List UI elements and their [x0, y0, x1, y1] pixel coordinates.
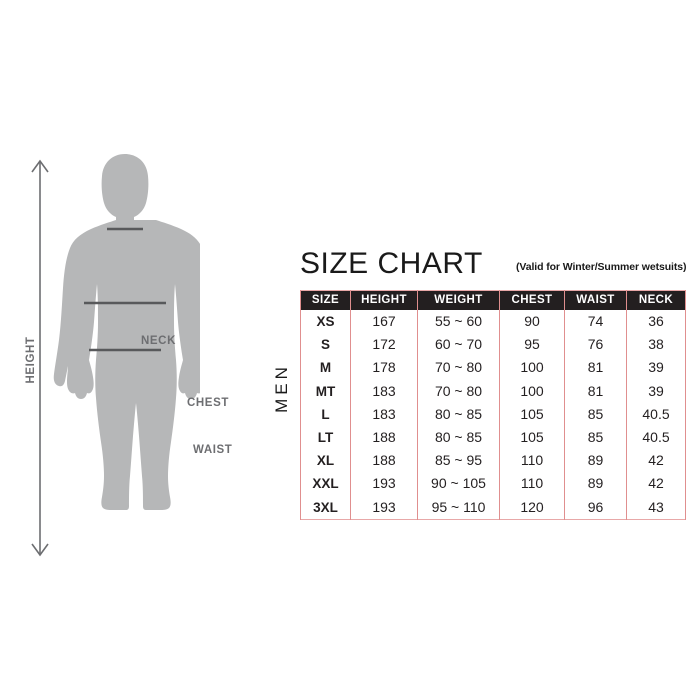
size-chart-panel: SIZE CHART (Valid for Winter/Summer wets… — [255, 247, 687, 543]
cell-waist: 81 — [564, 379, 627, 403]
cell-neck: 42 — [626, 449, 686, 473]
cell-weight: 70 ~ 80 — [417, 356, 500, 380]
cell-waist: 74 — [564, 310, 627, 334]
table-row: S 172 60 ~ 70 95 76 38 — [300, 333, 686, 357]
chart-title: SIZE CHART — [300, 247, 483, 280]
cell-waist: 85 — [564, 402, 627, 427]
cell-size: S — [300, 333, 351, 357]
cell-height: 178 — [350, 356, 418, 380]
cell-chest: 100 — [499, 379, 565, 403]
height-arrow-icon — [31, 159, 49, 557]
cell-height: 193 — [350, 472, 418, 496]
table-row: MT 183 70 ~ 80 100 81 39 — [300, 379, 686, 403]
chest-label: CHEST — [187, 397, 229, 409]
cell-weight: 55 ~ 60 — [417, 310, 500, 334]
gender-label: MEN — [272, 363, 291, 413]
cell-chest: 105 — [499, 426, 565, 450]
cell-chest: 110 — [499, 472, 565, 496]
cell-size: MT — [300, 379, 351, 403]
column-header-height: HEIGHT — [350, 290, 418, 310]
cell-height: 167 — [350, 310, 418, 334]
cell-chest: 90 — [499, 310, 565, 334]
cell-weight: 70 ~ 80 — [417, 379, 500, 403]
cell-size: XXL — [300, 472, 351, 496]
body-diagram-panel: HEIGHT NECK CHEST WAIST — [0, 130, 265, 580]
cell-size: M — [300, 356, 351, 380]
table-header-row: SIZE HEIGHT WEIGHT CHEST WAIST NECK — [300, 290, 686, 310]
cell-chest: 100 — [499, 356, 565, 380]
cell-neck: 40.5 — [626, 426, 686, 450]
table-row: M 178 70 ~ 80 100 81 39 — [300, 356, 686, 380]
cell-chest: 95 — [499, 333, 565, 357]
column-header-neck: NECK — [626, 290, 686, 310]
male-body-silhouette-icon — [53, 154, 200, 510]
table-row: XL 188 85 ~ 95 110 89 42 — [300, 449, 686, 473]
table-row: 3XL 193 95 ~ 110 120 96 43 — [300, 495, 686, 520]
cell-neck: 39 — [626, 379, 686, 403]
cell-waist: 81 — [564, 356, 627, 380]
cell-waist: 85 — [564, 426, 627, 450]
cell-height: 188 — [350, 426, 418, 450]
cell-neck: 36 — [626, 310, 686, 334]
cell-waist: 96 — [564, 495, 627, 520]
column-header-weight: WEIGHT — [417, 290, 500, 310]
cell-neck: 40.5 — [626, 402, 686, 427]
cell-weight: 60 ~ 70 — [417, 333, 500, 357]
cell-neck: 43 — [626, 495, 686, 520]
cell-chest: 120 — [499, 495, 565, 520]
size-table-header: SIZE HEIGHT WEIGHT CHEST WAIST NECK — [300, 290, 686, 310]
cell-neck: 38 — [626, 333, 686, 357]
size-table: SIZE HEIGHT WEIGHT CHEST WAIST NECK XS 1… — [300, 290, 686, 520]
cell-weight: 80 ~ 85 — [417, 426, 500, 450]
chart-subtitle: (Valid for Winter/Summer wetsuits) — [516, 261, 687, 273]
cell-height: 172 — [350, 333, 418, 357]
table-row: L 183 80 ~ 85 105 85 40.5 — [300, 402, 686, 427]
cell-height: 183 — [350, 379, 418, 403]
cell-height: 188 — [350, 449, 418, 473]
cell-chest: 110 — [499, 449, 565, 473]
cell-weight: 80 ~ 85 — [417, 402, 500, 427]
cell-weight: 85 ~ 95 — [417, 449, 500, 473]
table-row: XS 167 55 ~ 60 90 74 36 — [300, 310, 686, 334]
cell-height: 183 — [350, 402, 418, 427]
table-row: LT 188 80 ~ 85 105 85 40.5 — [300, 426, 686, 450]
cell-size: XS — [300, 310, 351, 334]
size-table-body: XS 167 55 ~ 60 90 74 36 S 172 60 ~ 70 95… — [300, 310, 686, 520]
cell-chest: 105 — [499, 402, 565, 427]
neck-label: NECK — [141, 335, 176, 347]
column-header-waist: WAIST — [564, 290, 627, 310]
cell-neck: 42 — [626, 472, 686, 496]
cell-neck: 39 — [626, 356, 686, 380]
table-row: XXL 193 90 ~ 105 110 89 42 — [300, 472, 686, 496]
cell-height: 193 — [350, 495, 418, 520]
column-header-size: SIZE — [300, 290, 351, 310]
chart-heading: SIZE CHART (Valid for Winter/Summer wets… — [300, 247, 687, 284]
cell-waist: 76 — [564, 333, 627, 357]
cell-size: XL — [300, 449, 351, 473]
height-axis-label: HEIGHT — [25, 336, 37, 384]
cell-weight: 90 ~ 105 — [417, 472, 500, 496]
cell-waist: 89 — [564, 472, 627, 496]
cell-weight: 95 ~ 110 — [417, 495, 500, 520]
waist-label: WAIST — [193, 444, 233, 456]
column-header-chest: CHEST — [499, 290, 565, 310]
cell-size: 3XL — [300, 495, 351, 520]
cell-waist: 89 — [564, 449, 627, 473]
cell-size: LT — [300, 426, 351, 450]
cell-size: L — [300, 402, 351, 427]
